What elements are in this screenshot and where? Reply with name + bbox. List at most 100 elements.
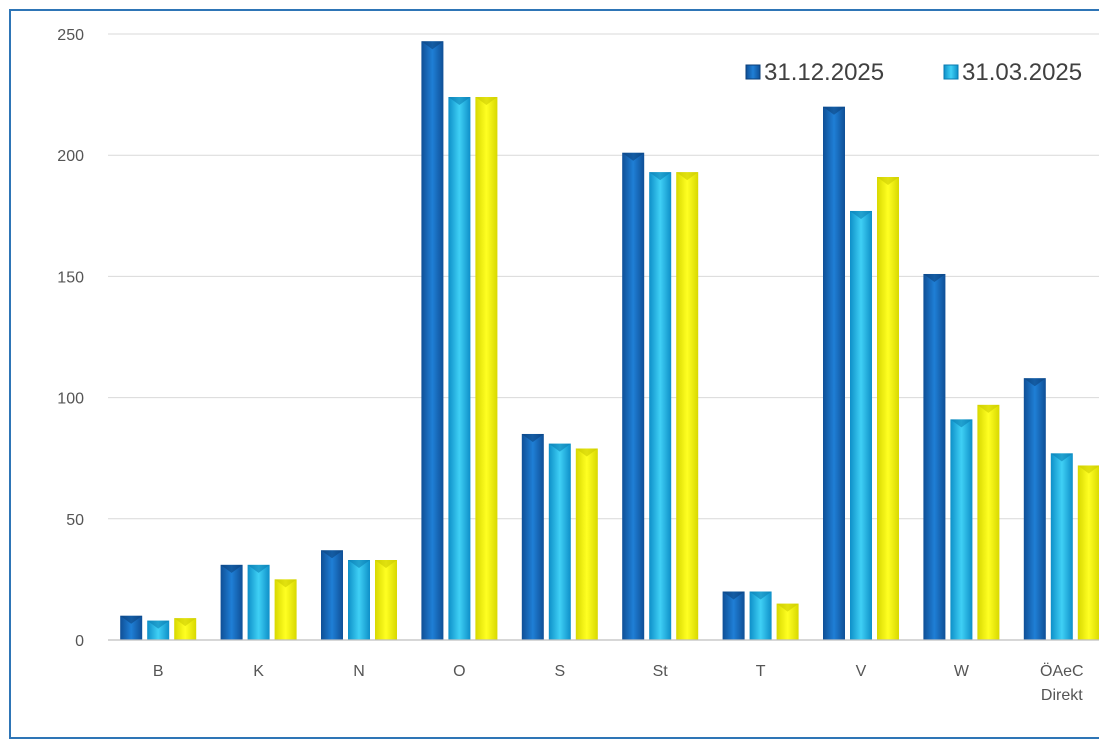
bar-body [521,433,544,640]
y-tick-label: 200 [57,148,84,165]
bar-31-12-2025-S [521,433,544,640]
bar-series-3-W [977,404,1000,640]
y-tick-label: 100 [57,391,84,408]
legend-item-31-03-2025: 31.03.2025 [943,59,1082,86]
bar-cap [174,618,197,627]
legend-swatch [745,64,761,80]
legend-swatch [943,64,959,80]
bar-cap [575,448,598,457]
bar-cap [421,41,444,50]
bar-series-3-V [877,177,899,641]
bar-body [977,404,1000,640]
bar-body [575,448,598,640]
bar-31-03-2025-T [749,591,772,640]
bar-cap [147,620,170,629]
bar-cap [120,615,143,624]
bar-body [475,97,498,641]
bars [120,41,1099,641]
bar-31-03-2025-N [348,560,370,640]
x-tick-label: W [954,663,970,680]
bar-series-3-N [375,560,397,640]
bar-body [421,41,444,641]
y-tick-label: 0 [75,633,84,650]
bar-cap [923,273,946,282]
bar-cap [321,550,343,559]
bar-body [749,591,772,640]
bar-body [274,579,297,640]
bar-31-03-2025-W [950,419,973,640]
legend-label: 31.03.2025 [962,59,1082,86]
bar-series-3-K [274,579,297,640]
bar-cap [375,560,397,569]
bar-body [174,618,197,640]
bar-body [823,106,845,641]
bar-series-3-St [676,172,699,640]
bar-cap [1077,465,1099,474]
bar-body [622,152,645,640]
bar-31-12-2025-ÖAeC-Direkt [1023,378,1046,640]
bar-cap [475,97,498,106]
bar-cap [622,152,645,161]
bar-body [321,550,343,640]
bar-31-12-2025-N [321,550,343,640]
bar-body [348,560,370,640]
bar-cap [823,106,845,115]
bar-cap [1050,453,1073,462]
bar-31-03-2025-O [448,97,471,641]
bar-series-3-S [575,448,598,640]
legend-item-31-12-2025: 31.12.2025 [745,59,884,86]
bar-cap [977,404,1000,413]
bar-cap [247,564,270,573]
bar-body [147,620,170,640]
bar-cap [548,443,571,452]
bar-body [375,560,397,640]
bar-cap [776,603,799,612]
bar-cap [1023,378,1046,387]
y-tick-label: 250 [57,27,84,44]
bar-31-12-2025-B [120,615,143,640]
bar-body [1050,453,1073,640]
bar-31-12-2025-O [421,41,444,641]
x-tick-label: B [153,663,164,680]
bar-cap [749,591,772,600]
bar-cap [274,579,297,588]
y-tick-label: 50 [66,512,84,529]
bar-31-12-2025-K [220,564,243,640]
bar-31-03-2025-ÖAeC-Direkt [1050,453,1073,640]
bar-body [923,273,946,640]
bar-body [1023,378,1046,640]
bar-body [676,172,699,640]
bar-series-3-O [475,97,498,641]
bar-cap [348,560,370,569]
x-tick-label: T [756,663,766,680]
bar-body [649,172,672,640]
bar-31-03-2025-St [649,172,672,640]
bar-31-03-2025-S [548,443,571,640]
bar-31-12-2025-T [722,591,745,640]
bar-body [850,210,872,640]
bar-body [448,97,471,641]
bar-body [877,177,899,641]
x-tick-label: S [554,663,565,680]
bar-body [247,564,270,640]
bar-cap [521,433,544,442]
bar-31-03-2025-K [247,564,270,640]
x-tick-label: V [856,663,867,680]
y-tick-label: 150 [57,269,84,286]
bar-cap [877,177,899,186]
bar-body [776,603,799,640]
x-tick-label: N [353,663,365,680]
bar-cap [649,172,672,181]
bar-series-3-T [776,603,799,640]
bar-cap [950,419,973,428]
bar-body [950,419,973,640]
bar-cap [722,591,745,600]
bar-cap [850,210,872,219]
bar-31-03-2025-V [850,210,872,640]
x-tick-label: O [453,663,465,680]
bar-body [120,615,143,640]
legend-label: 31.12.2025 [764,59,884,86]
bar-31-12-2025-V [823,106,845,641]
bar-cap [220,564,243,573]
